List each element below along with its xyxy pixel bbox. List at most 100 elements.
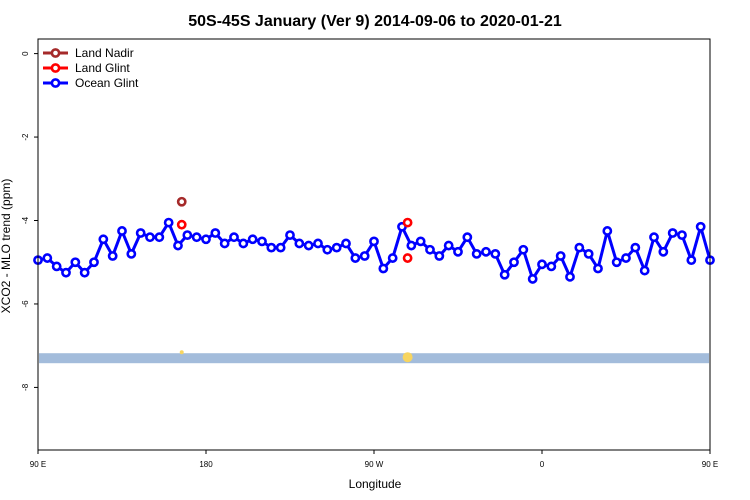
ocean-glint-point [303,240,314,251]
ocean-glint-point [229,232,239,243]
ocean-glint-point [350,253,361,263]
ocean-glint-point [294,238,305,249]
ocean-glint-point [630,242,641,253]
ocean-glint-point [434,251,445,261]
ocean-glint-point [462,232,473,243]
ocean-glint-point [527,274,538,284]
ocean-glint-point [322,244,333,255]
ocean-glint-point [201,234,211,245]
ocean-glint-point [117,226,127,236]
ocean-glint-point [173,240,183,251]
ocean-glint-point [649,232,659,243]
ocean-glint-point [219,238,230,249]
legend-label-land-nadir: Land Nadir [75,46,134,60]
x-tick-label: 90 E [30,460,46,469]
ocean-glint-point [89,257,99,268]
ocean-glint-point [546,261,557,272]
ocean-glint-point [574,242,585,253]
chart-title: 50S-45S January (Ver 9) 2014-09-06 to 20… [188,13,562,30]
ocean-glint-point [341,238,351,249]
legend-label-ocean-glint: Ocean Glint [75,76,139,90]
land-glint-point [176,219,187,230]
ocean-glint-point [266,242,277,253]
ocean-glint-point [639,265,650,276]
land-mark-south-america [402,352,413,363]
y-tick-label: -6 [21,300,30,308]
ocean-glint-point [247,234,258,245]
x-tick-label: 90 E [702,460,718,469]
ocean-glint-point [611,257,622,268]
land-nadir-point [176,196,187,207]
ocean-glint-point [686,255,697,266]
ocean-glint-point [191,232,202,243]
ocean-glint-point [658,246,669,257]
ocean-glint-point [425,244,435,255]
ocean-glint-point [182,230,193,241]
ocean-glint-point [471,248,482,259]
ocean-glint-point [537,259,547,270]
ocean-glint-point [369,236,379,247]
land-glint-point [402,217,413,228]
legend-marker-ocean-glint [50,78,61,88]
ocean-glint-point [98,234,109,245]
ocean-glint-point [565,271,575,282]
ocean-band [39,353,709,364]
legend-label-land-glint: Land Glint [75,61,130,75]
ocean-glint-point [154,232,165,243]
ocean-glint-point [238,238,249,249]
ocean-glint-point [61,267,71,278]
ocean-glint-point [107,251,118,261]
ocean-glint-point [667,228,678,238]
ocean-glint-point [509,257,519,268]
x-tick-label: 90 W [365,460,384,469]
y-axis-label: XCO2 - MLO trend (ppm) [0,179,13,314]
ocean-glint-point [602,226,613,236]
ocean-glint-point [378,263,389,274]
ocean-glint-point [285,230,295,241]
land-glint-point [402,253,413,263]
ocean-glint-point [257,236,267,247]
ocean-glint-point [145,232,155,243]
ocean-glint-point [359,251,370,261]
y-tick-label: -2 [21,133,30,141]
x-axis-label: Longitude [349,477,402,491]
x-tick-label: 0 [540,460,545,469]
surface-band [39,350,709,364]
ocean-glint-point [163,217,174,228]
y-tick-label: -8 [21,383,30,391]
ocean-glint-point [42,253,53,263]
ocean-glint-point [275,242,286,253]
ocean-glint-point [593,263,603,274]
ocean-glint-point [331,242,342,253]
plot-frame [37,38,711,451]
ocean-glint-point [70,257,81,268]
ocean-glint-point [518,244,529,255]
ocean-glint-point [135,228,146,238]
legend-marker-land-nadir [50,48,61,58]
ocean-glint-point [453,246,463,257]
ocean-glint-point [406,240,417,251]
ocean-glint-point [210,228,221,238]
ocean-glint-point [313,238,323,249]
ocean-glint-point [387,253,398,263]
legend-marker-land-glint [50,63,61,73]
y-tick-label: 0 [21,51,30,56]
ocean-glint-point [695,221,706,232]
ocean-glint-point [443,240,454,251]
ocean-glint-point [79,267,90,278]
y-tick-label: -4 [21,216,30,224]
ocean-glint-point [51,261,62,272]
ocean-glint-point [555,251,566,261]
land-mark-new-zealand [179,350,184,355]
ocean-glint-point [499,269,510,280]
ocean-glint-point [415,236,426,247]
axis-ticks: 90 E 180 90 W 0 90 E 0 -2 -4 -6 -8 [21,51,718,469]
ocean-glint-point [126,248,137,259]
ocean-glint-point [490,248,501,259]
ocean-glint-point [677,230,687,241]
data-series [33,196,715,284]
ocean-glint-point [481,246,491,257]
ocean-glint-point [621,253,631,263]
